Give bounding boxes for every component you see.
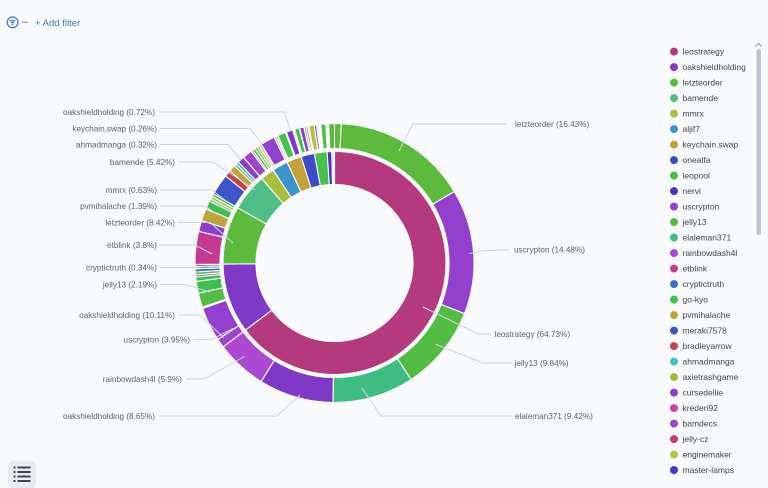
svg-text:meraki7578: meraki7578 [683, 326, 728, 336]
svg-text:+ Add filter: + Add filter [35, 18, 80, 29]
svg-text:oakshieldholding (10.11%): oakshieldholding (10.11%) [79, 311, 175, 320]
svg-text:leostrategy: leostrategy [683, 47, 725, 57]
svg-text:bamende (5.42%): bamende (5.42%) [110, 158, 175, 167]
svg-text:jelly-cz: jelly-cz [682, 434, 709, 444]
svg-text:krederi92: krederi92 [683, 403, 719, 413]
svg-text:bamende: bamende [683, 93, 719, 103]
svg-text:oakshieldholding (0.72%): oakshieldholding (0.72%) [63, 108, 155, 117]
svg-text:keychain.swap: keychain.swap [683, 140, 739, 150]
svg-text:elaleman371: elaleman371 [683, 233, 732, 243]
svg-text:pvmihalache (1.39%): pvmihalache (1.39%) [80, 202, 157, 211]
svg-text:letzteorder (16.43%): letzteorder (16.43%) [515, 120, 589, 129]
svg-text:mmrx: mmrx [683, 109, 705, 119]
svg-text:mmrx (0.63%): mmrx (0.63%) [106, 186, 158, 195]
svg-text:etblink: etblink [683, 264, 708, 274]
svg-text:ahmadmanga: ahmadmanga [683, 357, 735, 367]
svg-text:rainbowdash4l (5.9%): rainbowdash4l (5.9%) [103, 375, 182, 384]
svg-text:axietrashgame: axietrashgame [683, 372, 739, 382]
svg-text:letzteorder: letzteorder [683, 78, 723, 88]
svg-text:cursedellie: cursedellie [683, 388, 724, 398]
svg-text:rainbowdash4l: rainbowdash4l [683, 248, 738, 258]
svg-text:elaleman371 (9.42%): elaleman371 (9.42%) [515, 412, 593, 421]
svg-text:bradleyarrow: bradleyarrow [683, 341, 733, 351]
svg-text:aljif7: aljif7 [683, 124, 701, 134]
svg-text:uscrypton (3.95%): uscrypton (3.95%) [124, 335, 191, 344]
svg-text:jelly13: jelly13 [682, 217, 707, 227]
svg-text:jelly13 (9.84%): jelly13 (9.84%) [514, 359, 569, 368]
svg-text:onealfa: onealfa [683, 155, 711, 165]
svg-text:oakshieldholding (8.65%): oakshieldholding (8.65%) [63, 412, 155, 421]
svg-text:etblink (3.8%): etblink (3.8%) [107, 241, 157, 250]
svg-text:uscrypton: uscrypton [683, 202, 720, 212]
svg-text:master-lamps: master-lamps [683, 465, 734, 475]
svg-text:letzteorder (8.42%): letzteorder (8.42%) [105, 218, 175, 227]
svg-text:ahmadmanga (0.32%): ahmadmanga (0.32%) [76, 140, 157, 149]
svg-text:jelly13 (2.19%): jelly13 (2.19%) [102, 280, 157, 289]
svg-text:cryptictruth: cryptictruth [683, 279, 725, 289]
svg-text:leopool: leopool [683, 171, 711, 181]
svg-text:keychain.swap (0.26%): keychain.swap (0.26%) [72, 124, 157, 133]
svg-text:enginemaker: enginemaker [683, 450, 732, 460]
svg-text:uscrypton (14.48%): uscrypton (14.48%) [514, 246, 585, 255]
svg-text:bamdecs: bamdecs [683, 419, 718, 429]
svg-text:go-kyo: go-kyo [683, 295, 709, 305]
svg-text:pvmihalache: pvmihalache [683, 310, 731, 320]
svg-text:leostrategy (64.73%): leostrategy (64.73%) [495, 330, 571, 339]
svg-text:oakshieldholding: oakshieldholding [683, 62, 747, 72]
svg-text:nervi: nervi [683, 186, 702, 196]
svg-text:cryptictruth (0.34%): cryptictruth (0.34%) [86, 263, 157, 272]
